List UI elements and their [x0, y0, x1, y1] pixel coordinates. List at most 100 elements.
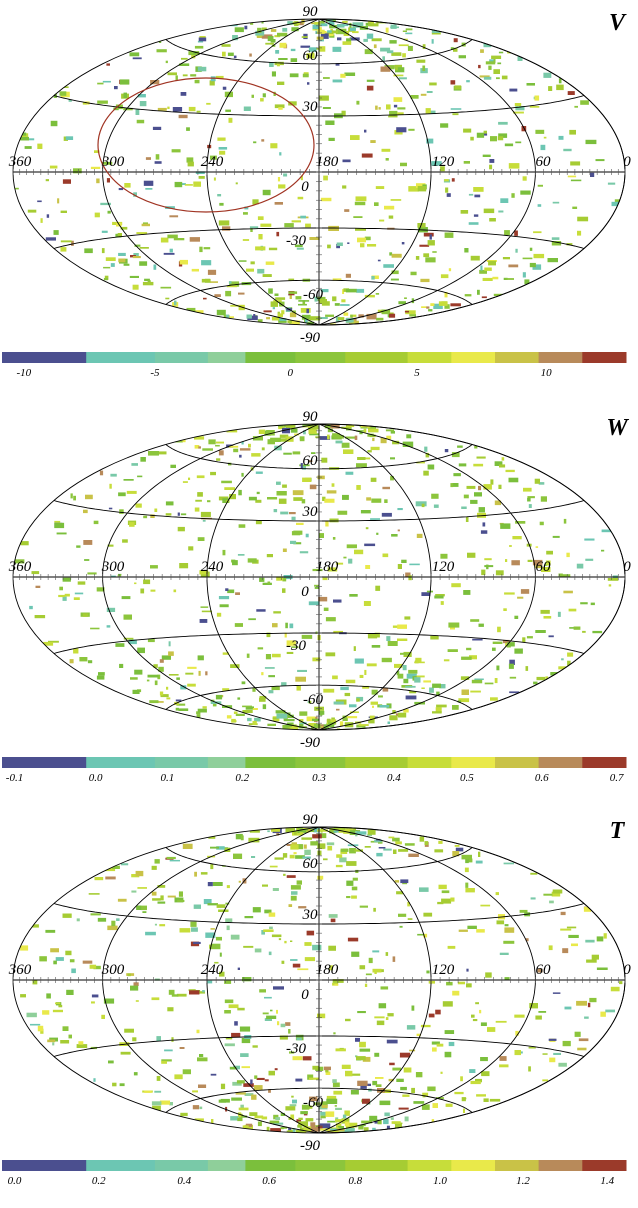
patch	[448, 622, 460, 628]
patch	[199, 1106, 203, 1110]
patch	[411, 1087, 415, 1094]
patch	[560, 911, 566, 916]
patch	[298, 1121, 308, 1127]
patch	[341, 299, 346, 303]
patch	[250, 227, 253, 232]
patch	[237, 1117, 243, 1122]
patch	[498, 484, 502, 489]
patch	[266, 317, 270, 320]
patch	[440, 1071, 443, 1074]
patch	[421, 306, 427, 308]
patch	[112, 1082, 117, 1087]
patch	[372, 968, 382, 973]
colorbar-tick-label: 0.7	[610, 772, 624, 784]
patch	[361, 1120, 373, 1124]
patch	[237, 967, 240, 970]
patch	[202, 706, 207, 709]
patch	[391, 1121, 401, 1124]
patch	[448, 1041, 455, 1047]
patch	[433, 303, 443, 309]
patch	[396, 1078, 404, 1082]
patch	[289, 294, 292, 299]
patch	[94, 212, 100, 218]
patch	[342, 20, 348, 23]
patch	[140, 905, 147, 911]
patch	[404, 616, 411, 620]
patch	[387, 641, 398, 646]
patch	[431, 1041, 440, 1045]
patch	[241, 1066, 250, 1069]
patch	[436, 1097, 444, 1099]
patch	[334, 984, 339, 986]
patch	[31, 571, 40, 575]
patch	[156, 49, 167, 53]
patch	[216, 458, 221, 461]
patch	[535, 546, 539, 548]
patch	[346, 896, 351, 899]
patch	[422, 1092, 429, 1096]
patch	[220, 1083, 226, 1090]
patch	[273, 986, 284, 990]
patch	[282, 1126, 288, 1129]
patch	[485, 972, 492, 978]
patch	[235, 713, 245, 716]
patch	[284, 223, 294, 228]
patch	[218, 220, 230, 226]
patch	[482, 154, 491, 157]
patch	[436, 705, 447, 708]
patch	[155, 701, 164, 703]
patch	[591, 954, 599, 960]
patch	[279, 1035, 288, 1040]
patch	[439, 684, 446, 689]
patch	[567, 91, 575, 95]
patch	[345, 471, 354, 475]
patch	[335, 63, 340, 66]
patch	[236, 1080, 245, 1084]
patch	[120, 1051, 131, 1055]
patch	[493, 69, 500, 74]
patch	[410, 95, 419, 99]
patch	[254, 717, 261, 722]
data-patches	[20, 827, 623, 1133]
patch	[193, 51, 197, 55]
patch	[222, 51, 226, 57]
patch	[336, 708, 340, 711]
patch	[321, 1104, 328, 1108]
patch	[238, 292, 245, 295]
patch	[558, 78, 562, 84]
patch	[302, 465, 306, 470]
patch	[367, 425, 376, 429]
patch	[267, 36, 274, 42]
patch	[197, 66, 207, 72]
patch	[281, 960, 285, 964]
patch	[561, 658, 564, 661]
patch	[379, 705, 390, 708]
patch	[490, 136, 497, 142]
patch	[50, 120, 58, 127]
patch	[607, 182, 616, 185]
patch	[467, 925, 477, 929]
patch	[232, 560, 238, 566]
patch	[344, 1110, 350, 1116]
patch	[406, 434, 412, 439]
patch	[119, 1083, 125, 1087]
patch	[300, 45, 311, 48]
patch	[417, 933, 425, 936]
patch	[188, 546, 194, 551]
patch	[492, 647, 496, 651]
patch	[371, 645, 381, 648]
patch	[463, 1108, 465, 1113]
patch	[514, 1050, 521, 1056]
patch	[359, 674, 364, 678]
patch	[574, 1031, 581, 1037]
patch	[308, 428, 317, 434]
patch	[416, 1033, 421, 1037]
patch	[128, 639, 137, 645]
patch	[351, 322, 355, 325]
patch	[212, 882, 223, 886]
patch	[110, 263, 115, 267]
patch	[405, 695, 417, 700]
patch	[150, 589, 156, 592]
patch	[385, 429, 394, 432]
patch	[118, 573, 122, 576]
